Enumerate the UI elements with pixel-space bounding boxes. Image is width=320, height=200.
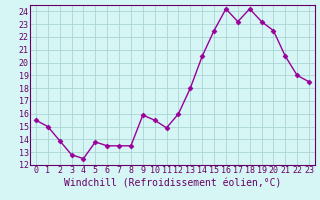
X-axis label: Windchill (Refroidissement éolien,°C): Windchill (Refroidissement éolien,°C) <box>64 178 281 188</box>
